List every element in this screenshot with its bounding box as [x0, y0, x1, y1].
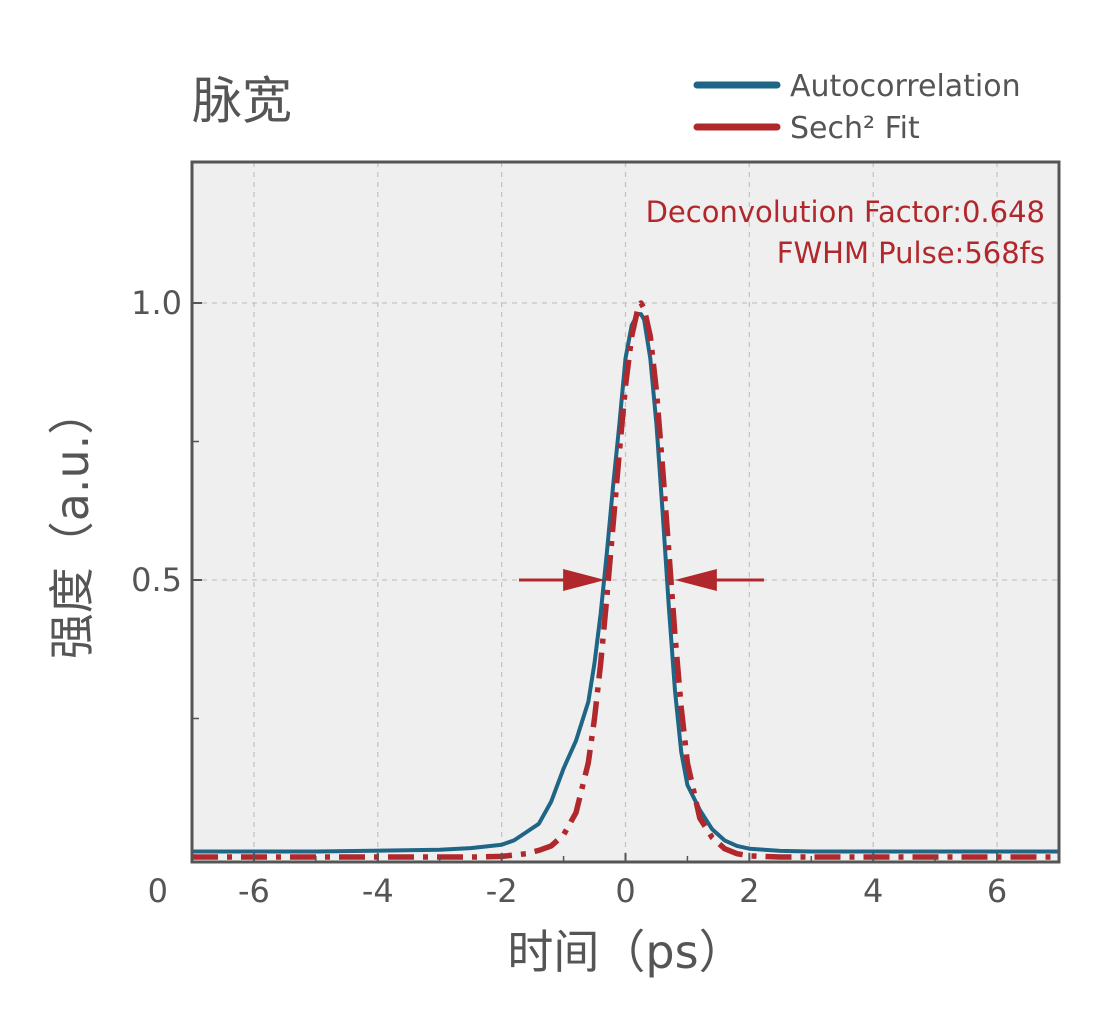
axis-ticks: -6 -4 -2 0 2 4 6 0 0.5 1.0: [131, 284, 1060, 910]
series-layer: [192, 300, 1059, 860]
fwhm-arrow-left-head: [563, 569, 606, 591]
series-line-sech2-fit: [192, 300, 1059, 860]
y-tick-label: 0: [148, 872, 168, 910]
annotation-deconvolution-factor: Deconvolution Factor:0.648: [646, 195, 1045, 229]
x-tick-label: -2: [486, 872, 518, 910]
annotation-fwhm-pulse: FWHM Pulse:568fs: [777, 236, 1045, 270]
x-tick-label: 6: [987, 872, 1007, 910]
x-axis-title: 时间（ps）: [507, 925, 744, 979]
x-tick-label: 2: [739, 872, 759, 910]
y-tick-label: 0.5: [131, 561, 182, 599]
x-tick-label: 4: [863, 872, 883, 910]
fwhm-markers: [519, 569, 764, 591]
y-tick-label: 1.0: [131, 284, 182, 322]
legend: Autocorrelation Sech² Fit: [693, 69, 1021, 146]
fwhm-arrow-right-head: [674, 569, 717, 591]
x-tick-label: -6: [238, 872, 270, 910]
chart-title: 脉宽: [192, 72, 292, 130]
legend-label-autocorrelation: Autocorrelation: [790, 69, 1021, 104]
x-tick-label: 0: [615, 872, 635, 910]
grid: [192, 162, 1059, 862]
x-tick-label: -4: [362, 872, 394, 910]
legend-label-sech2-fit: Sech² Fit: [790, 111, 920, 146]
y-axis-title: 强度（a.u.）: [45, 389, 99, 660]
